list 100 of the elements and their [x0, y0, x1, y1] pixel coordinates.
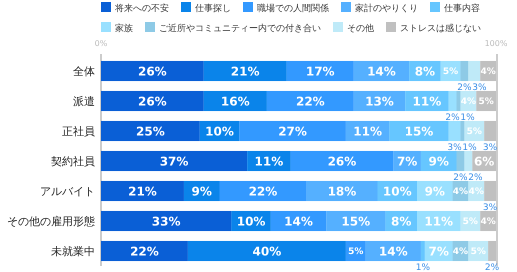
data-label: 10% [382, 184, 412, 198]
y-tick-label: 全体 [73, 65, 95, 78]
bar [448, 90, 456, 112]
data-label: 3% [472, 83, 487, 94]
bar [456, 90, 460, 112]
data-label: 3% [447, 143, 462, 154]
data-label: 1% [462, 143, 478, 154]
legend-label: 仕事探し [195, 3, 231, 14]
data-label: 15% [341, 214, 370, 228]
data-label: 15% [404, 124, 434, 138]
data-label: 10% [236, 214, 266, 228]
data-label: 1% [460, 113, 476, 124]
data-label: 4% [460, 97, 476, 107]
data-label: 25% [136, 124, 165, 138]
data-label: 14% [367, 64, 396, 78]
data-label: 18% [328, 184, 356, 198]
data-label: 11% [412, 94, 442, 108]
legend-label: ご近所やコミュニティー内での付き合い [159, 23, 321, 34]
data-label: 17% [306, 64, 335, 78]
data-label: 2% [457, 83, 472, 94]
data-label: 8% [414, 64, 436, 78]
y-tick-label: その他の雇用形態 [7, 215, 95, 228]
legend-label: 将来への不安 [114, 3, 169, 14]
bar [188, 240, 346, 262]
data-label: 14% [378, 244, 408, 258]
data-label: 21% [128, 184, 157, 198]
bar [468, 60, 480, 82]
data-label: 26% [138, 94, 167, 108]
data-label: 16% [220, 94, 250, 108]
data-label: 3% [482, 203, 498, 214]
bar [204, 60, 287, 82]
bar [101, 120, 200, 142]
bar [101, 90, 204, 112]
y-tick-label: アルバイト [40, 185, 95, 198]
data-label: 5% [470, 247, 486, 257]
data-label: 4% [480, 217, 496, 227]
data-label: 5% [466, 127, 482, 137]
data-label: 4% [452, 187, 468, 197]
bar [101, 60, 204, 82]
data-label: 22% [130, 244, 159, 258]
data-label: 14% [284, 214, 313, 228]
bar [101, 240, 188, 262]
bar [286, 60, 354, 82]
legend-label: 家計のやりくり [355, 3, 418, 14]
bar [456, 150, 464, 172]
data-label: 27% [278, 124, 307, 138]
bar [220, 180, 306, 202]
data-label: 6% [474, 154, 494, 168]
data-label: 4% [468, 187, 484, 197]
bar [460, 120, 464, 142]
y-tick-label: 契約社員 [51, 155, 95, 168]
data-label: 2% [484, 263, 500, 272]
y-tick-label: 正社員 [62, 125, 95, 138]
data-label: 7% [428, 244, 449, 258]
data-label: 40% [252, 244, 282, 258]
legend-label: 仕事内容 [444, 3, 480, 14]
data-label: 4% [452, 247, 468, 257]
data-label: 33% [152, 214, 181, 228]
data-label: 22% [296, 94, 325, 108]
x-tick-label: 0% [94, 39, 108, 48]
y-tick-label: 未就業中 [51, 245, 95, 258]
bar [101, 150, 248, 172]
data-label: 5% [348, 247, 364, 257]
bar [101, 180, 184, 202]
y-tick-label: 派遣 [73, 95, 95, 108]
data-label: 9% [192, 184, 212, 198]
data-label: 9% [424, 184, 445, 198]
data-label: 5% [442, 67, 458, 77]
data-label: 13% [365, 94, 394, 108]
legend-label: 家族 [115, 23, 133, 34]
data-label: 37% [160, 154, 188, 168]
data-label: 2% [453, 173, 468, 184]
legend-label: その他 [347, 23, 374, 34]
x-tick-label: 100% [484, 39, 508, 48]
data-label: 5% [478, 97, 494, 107]
bar [464, 150, 472, 172]
data-label: 7% [396, 154, 418, 168]
data-label: 5% [462, 217, 478, 227]
data-label: 10% [205, 124, 234, 138]
data-label: 21% [230, 64, 260, 78]
bar [420, 240, 425, 262]
bar [448, 120, 460, 142]
legend-label: 職場での人間関係 [257, 3, 329, 14]
bar [290, 150, 394, 172]
data-label: 11% [353, 124, 382, 138]
data-label: 11% [424, 214, 454, 228]
data-label: 9% [428, 154, 449, 168]
data-label: 4% [480, 67, 496, 77]
legend-label: ストレスは感じない [400, 23, 481, 34]
data-label: 2% [445, 113, 460, 124]
data-label: 1% [416, 263, 431, 272]
data-label: 26% [138, 64, 167, 78]
bar [239, 120, 346, 142]
data-label: 26% [328, 154, 356, 168]
bar [101, 210, 232, 232]
bar [266, 90, 354, 112]
data-label: 2% [468, 173, 484, 184]
data-label: 3% [482, 143, 498, 154]
data-label: 22% [248, 184, 278, 198]
bar [460, 60, 468, 82]
